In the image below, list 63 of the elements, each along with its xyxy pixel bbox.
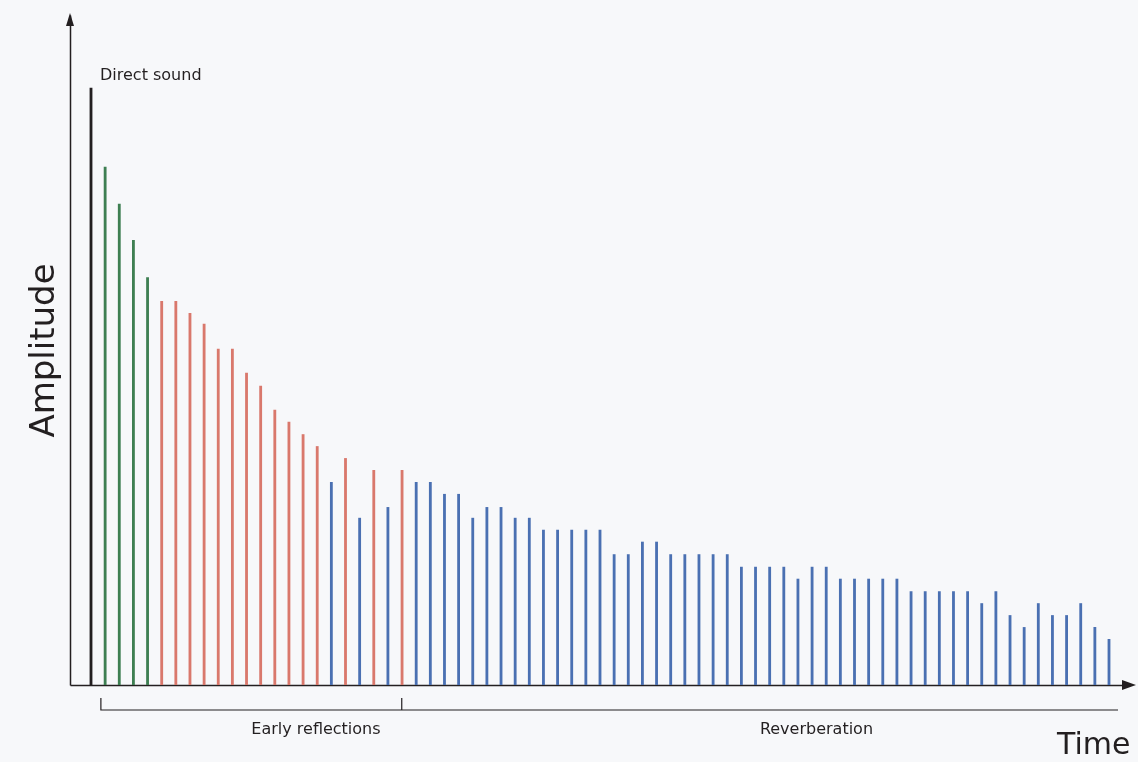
bar [174,301,178,685]
bar [626,554,630,685]
bar [160,301,164,685]
bar [146,277,149,685]
bar [344,458,347,685]
bar [1093,627,1097,685]
bar [923,591,927,685]
bar [768,566,772,685]
bar [570,529,574,685]
bar [1079,603,1083,685]
bar [1036,603,1040,685]
bar [994,591,998,685]
bar [966,591,970,685]
bar [202,323,206,685]
bar [739,566,743,685]
bar [711,554,715,685]
bar [683,554,687,685]
bar [612,554,616,685]
bar [513,517,517,685]
bar [358,517,362,685]
bar [471,517,475,685]
bar [881,578,885,685]
text: Early reflections [251,719,381,738]
bar [655,541,658,685]
bar [1022,627,1026,685]
bar [669,554,673,685]
bar [1065,615,1068,685]
bar [315,446,319,685]
text: Reverberation [759,719,874,738]
bar [372,470,376,685]
bar [824,566,828,685]
bar [584,529,588,685]
bar [117,203,121,685]
bar [216,348,220,685]
bar [754,566,757,685]
bar [641,541,644,685]
bar [443,493,446,685]
bar [273,409,277,685]
bar [230,348,234,685]
text: Direct sound [100,65,202,84]
bar [725,554,729,685]
bar [132,240,135,685]
bar [937,591,941,685]
bar [245,372,248,685]
bar [782,566,786,685]
bar [259,385,263,685]
bar [853,578,856,685]
bar [1051,615,1054,685]
bar [329,481,333,685]
bar [838,578,842,685]
bar [414,481,418,685]
bar [428,481,432,685]
bar [952,591,955,685]
bar [867,578,871,685]
bar [457,493,461,685]
bar [103,166,107,685]
bar [485,507,489,685]
bar [527,517,531,685]
y-axis-title: Amplitude [21,263,62,438]
bar [542,529,545,685]
x-axis-title: Time [1056,725,1131,761]
bar [556,529,559,685]
bar [980,603,984,685]
